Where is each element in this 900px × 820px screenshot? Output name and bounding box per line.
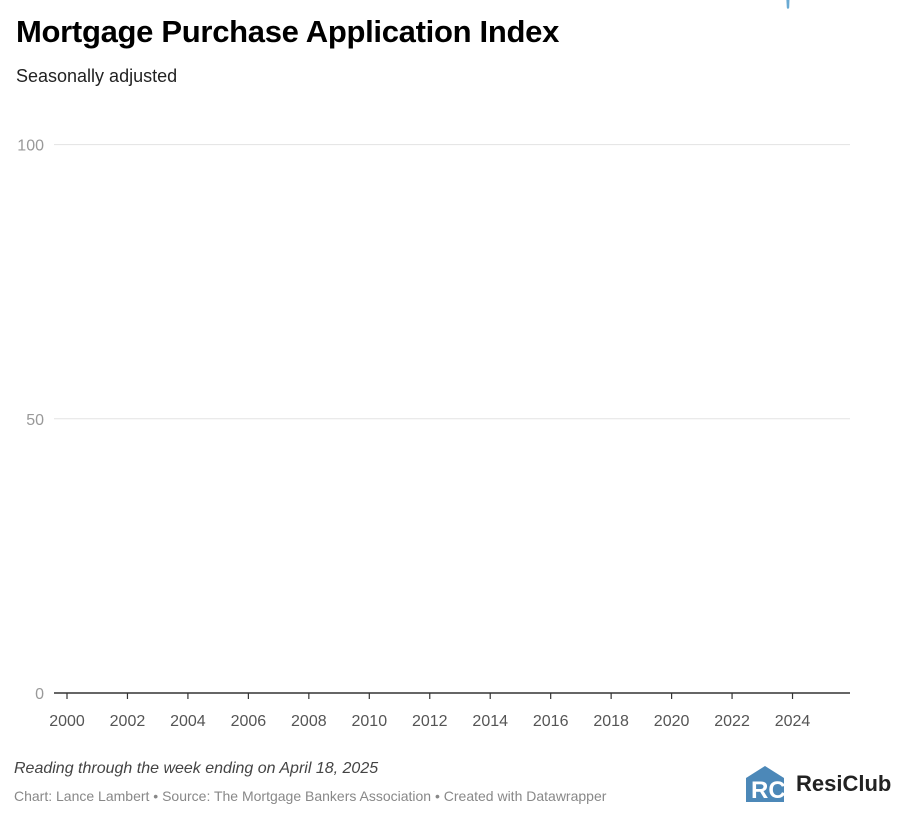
- x-tick-label: 2010: [352, 713, 388, 730]
- x-tick-label: 2006: [231, 713, 267, 730]
- y-tick-label: 0: [35, 686, 44, 703]
- x-tick-label: 2000: [49, 713, 85, 730]
- x-tick-label: 2004: [170, 713, 206, 730]
- resiclub-logo-icon: RC: [746, 766, 786, 804]
- reading-note: Reading through the week ending on April…: [14, 760, 379, 777]
- x-tick-label: 2018: [593, 713, 629, 730]
- x-tick-label: 2012: [412, 713, 448, 730]
- x-tick-label: 2020: [654, 713, 690, 730]
- x-tick-label: 2024: [775, 713, 811, 730]
- logo-text: ResiClub: [796, 771, 892, 796]
- x-tick-label: 2002: [110, 713, 146, 730]
- chart-credits: Chart: Lance Lambert • Source: The Mortg…: [14, 788, 607, 804]
- resiclub-logo: RC ResiClub: [744, 764, 891, 804]
- chart-subtitle: Seasonally adjusted: [16, 66, 178, 86]
- line-chart: 0501001502002503003504004505002000200220…: [17, 0, 850, 730]
- series-line: [786, 0, 790, 9]
- y-tick-label: 50: [26, 412, 44, 429]
- x-tick-label: 2016: [533, 713, 569, 730]
- x-tick-label: 2022: [714, 713, 750, 730]
- svg-text:RC: RC: [751, 777, 786, 804]
- x-tick-label: 2008: [291, 713, 327, 730]
- x-tick-label: 2014: [472, 713, 508, 730]
- chart-title: Mortgage Purchase Application Index: [16, 14, 560, 49]
- y-tick-label: 100: [17, 138, 44, 155]
